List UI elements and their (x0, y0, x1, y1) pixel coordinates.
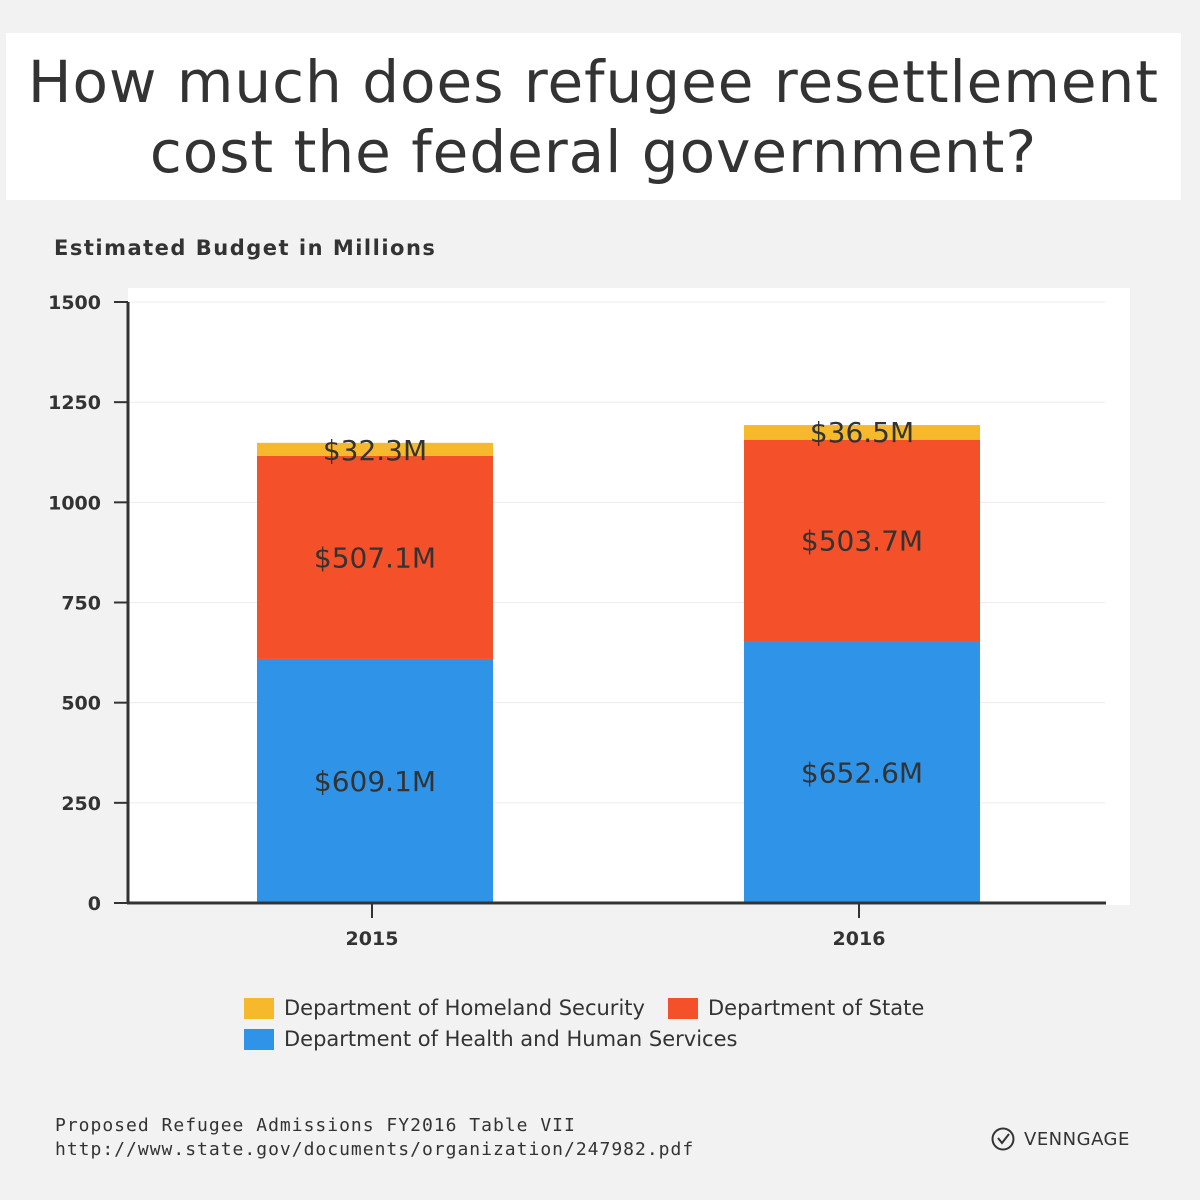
source-url[interactable]: http://www.state.gov/documents/organizat… (55, 1139, 695, 1160)
data-label-2015-department-of-health-and-human-services: $609.1M (314, 765, 436, 798)
y-tick-label-250: 250 (61, 793, 101, 815)
brand-logo: VENNGAGE (990, 1126, 1130, 1152)
data-label-2016-department-of-state: $503.7M (801, 525, 923, 558)
venngage-logo-icon (991, 1127, 1015, 1151)
x-tick-label-2016: 2016 (833, 928, 886, 950)
data-label-2016-department-of-health-and-human-services: $652.6M (801, 756, 923, 789)
y-tick-label-500: 500 (61, 693, 101, 715)
bar-2015-department-of-state (257, 455, 493, 659)
y-tick-label-1500: 1500 (48, 292, 101, 314)
legend-label-health-human-services: Department of Health and Human Services (284, 1027, 738, 1051)
data-label-2015-department-of-homeland-security: $32.3M (323, 434, 427, 467)
y-axis-title: Estimated Budget in Millions (54, 236, 437, 260)
bar-2016-department-of-health-and-human-services (744, 641, 980, 903)
chart-title: How much does refugee resettlement cost … (27, 47, 1160, 186)
legend-item-state: Department of State (668, 996, 924, 1020)
bar-2015-department-of-health-and-human-services (257, 658, 493, 903)
bar-2015-department-of-homeland-security (257, 442, 493, 456)
legend-label-state: Department of State (708, 996, 925, 1020)
y-tick-label-1000: 1000 (48, 492, 101, 514)
bar-2016-department-of-state (744, 439, 980, 642)
source-title: Proposed Refugee Admissions FY2016 Table… (55, 1115, 576, 1136)
legend-label-homeland-security: Department of Homeland Security (284, 996, 645, 1020)
legend-swatch-state (668, 997, 698, 1019)
y-tick-label-750: 750 (61, 593, 101, 615)
data-label-2016-department-of-homeland-security: $36.5M (810, 416, 914, 449)
source-note: Proposed Refugee Admissions FY2016 Table… (55, 1114, 694, 1162)
y-tick-label-1250: 1250 (48, 392, 101, 414)
x-tick-label-2015: 2015 (346, 928, 399, 950)
title-banner: How much does refugee resettlement cost … (6, 33, 1181, 200)
legend-item-homeland-security: Department of Homeland Security (244, 996, 645, 1020)
brand-name: VENNGAGE (1024, 1128, 1130, 1150)
bar-2016-department-of-homeland-security (744, 425, 980, 440)
legend-swatch-health-human-services (244, 1028, 274, 1050)
data-label-2015-department-of-state: $507.1M (314, 541, 436, 574)
legend-swatch-homeland-security (244, 997, 274, 1019)
legend-item-health-human-services: Department of Health and Human Services (244, 1027, 737, 1051)
y-tick-label-0: 0 (88, 893, 101, 915)
